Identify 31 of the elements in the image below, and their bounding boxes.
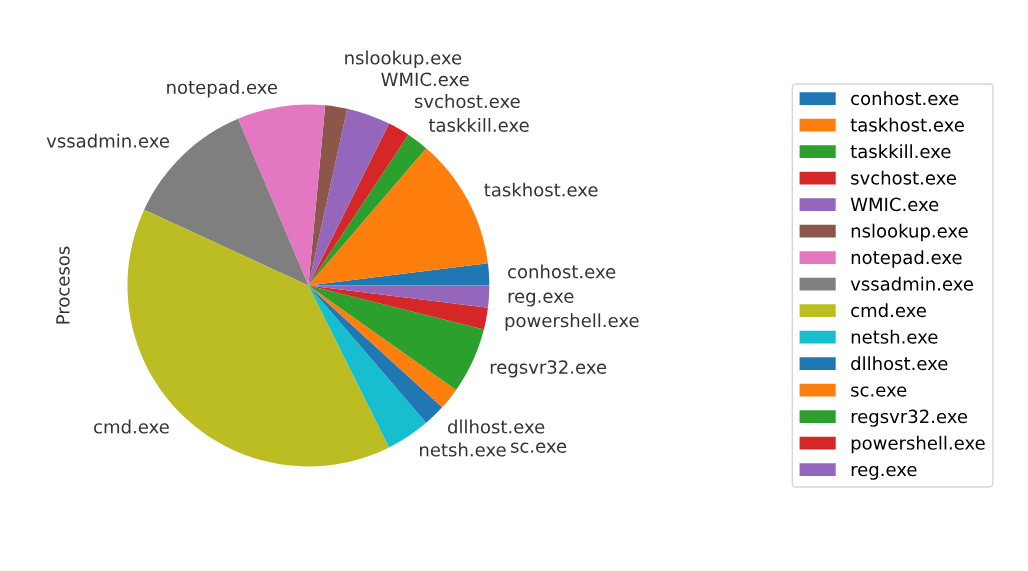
legend-label: taskhost.exe <box>850 117 964 132</box>
slice-label: taskkill.exe <box>428 117 529 132</box>
slice-label: nslookup.exe <box>345 50 462 69</box>
slice-label: reg.exe <box>508 292 574 307</box>
legend-label: cmd.exe <box>851 303 926 318</box>
legend-label: dllhost.exe <box>851 356 948 371</box>
text: Procesos <box>56 246 70 324</box>
legend-label: netsh.exe <box>851 329 938 344</box>
slice-label: dllhost.exe <box>447 419 545 434</box>
legend-label: WMIC.exe <box>850 197 939 212</box>
slice-label: conhost.exe <box>508 264 616 279</box>
slice-label: WMIC.exe <box>381 72 469 87</box>
slice-label: vssadmin.exe <box>46 133 170 148</box>
slice-label: regsvr32.exe <box>490 360 607 378</box>
slice-label: powershell.exe <box>505 313 639 331</box>
legend-label: notepad.exe <box>851 250 962 268</box>
slice-label: svchost.exe <box>414 94 520 109</box>
legend-label: regsvr32.exe <box>851 409 968 427</box>
legend-label: vssadmin.exe <box>850 276 974 291</box>
legend-label: powershell.exe <box>851 435 985 454</box>
slice-label: netsh.exe <box>420 442 506 457</box>
slice-label: cmd.exe <box>94 419 169 434</box>
legend-label: sc.exe <box>851 386 907 397</box>
legend-label: taskkill.exe <box>850 144 951 159</box>
legend-label: conhost.exe <box>851 91 959 106</box>
slice-label: taskhost.exe <box>484 182 598 197</box>
category-label: sc.exe <box>510 442 567 453</box>
legend-label: nslookup.exe <box>851 223 968 242</box>
legend-label: reg.exe <box>851 465 917 480</box>
slice-label: notepad.exe <box>167 80 278 98</box>
legend-label: svchost.exe <box>851 170 956 185</box>
